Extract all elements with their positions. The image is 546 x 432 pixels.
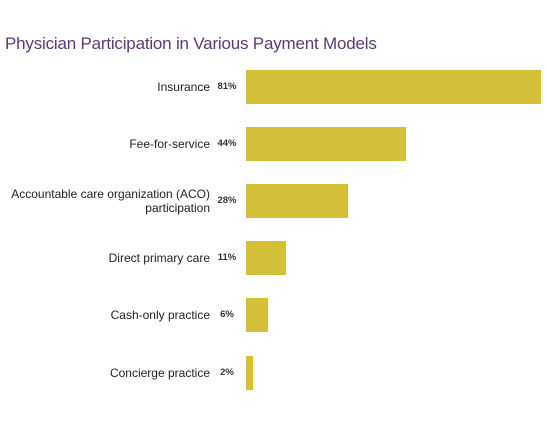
value-label: 11% xyxy=(217,252,237,264)
category-label: Accountable care organization (ACO) part… xyxy=(11,187,210,216)
category-label: Insurance xyxy=(157,80,210,94)
value-label: 44% xyxy=(217,138,237,150)
bar xyxy=(246,70,541,104)
value-label: 81% xyxy=(217,81,237,92)
category-label: Cash-only practice xyxy=(110,308,210,323)
category-label: Concierge practice xyxy=(109,365,210,380)
category-label: Direct primary care xyxy=(108,251,210,266)
bar xyxy=(246,127,407,162)
value-label: 6% xyxy=(220,309,234,321)
category-label: Fee-for-service xyxy=(129,137,210,152)
bar xyxy=(246,184,348,219)
bar xyxy=(246,298,268,333)
value-label: 2% xyxy=(220,366,234,378)
value-label: 28% xyxy=(217,195,237,207)
bar xyxy=(246,355,254,390)
bar xyxy=(246,241,287,276)
chart-title: Physician Participation in Various Payme… xyxy=(5,34,377,53)
